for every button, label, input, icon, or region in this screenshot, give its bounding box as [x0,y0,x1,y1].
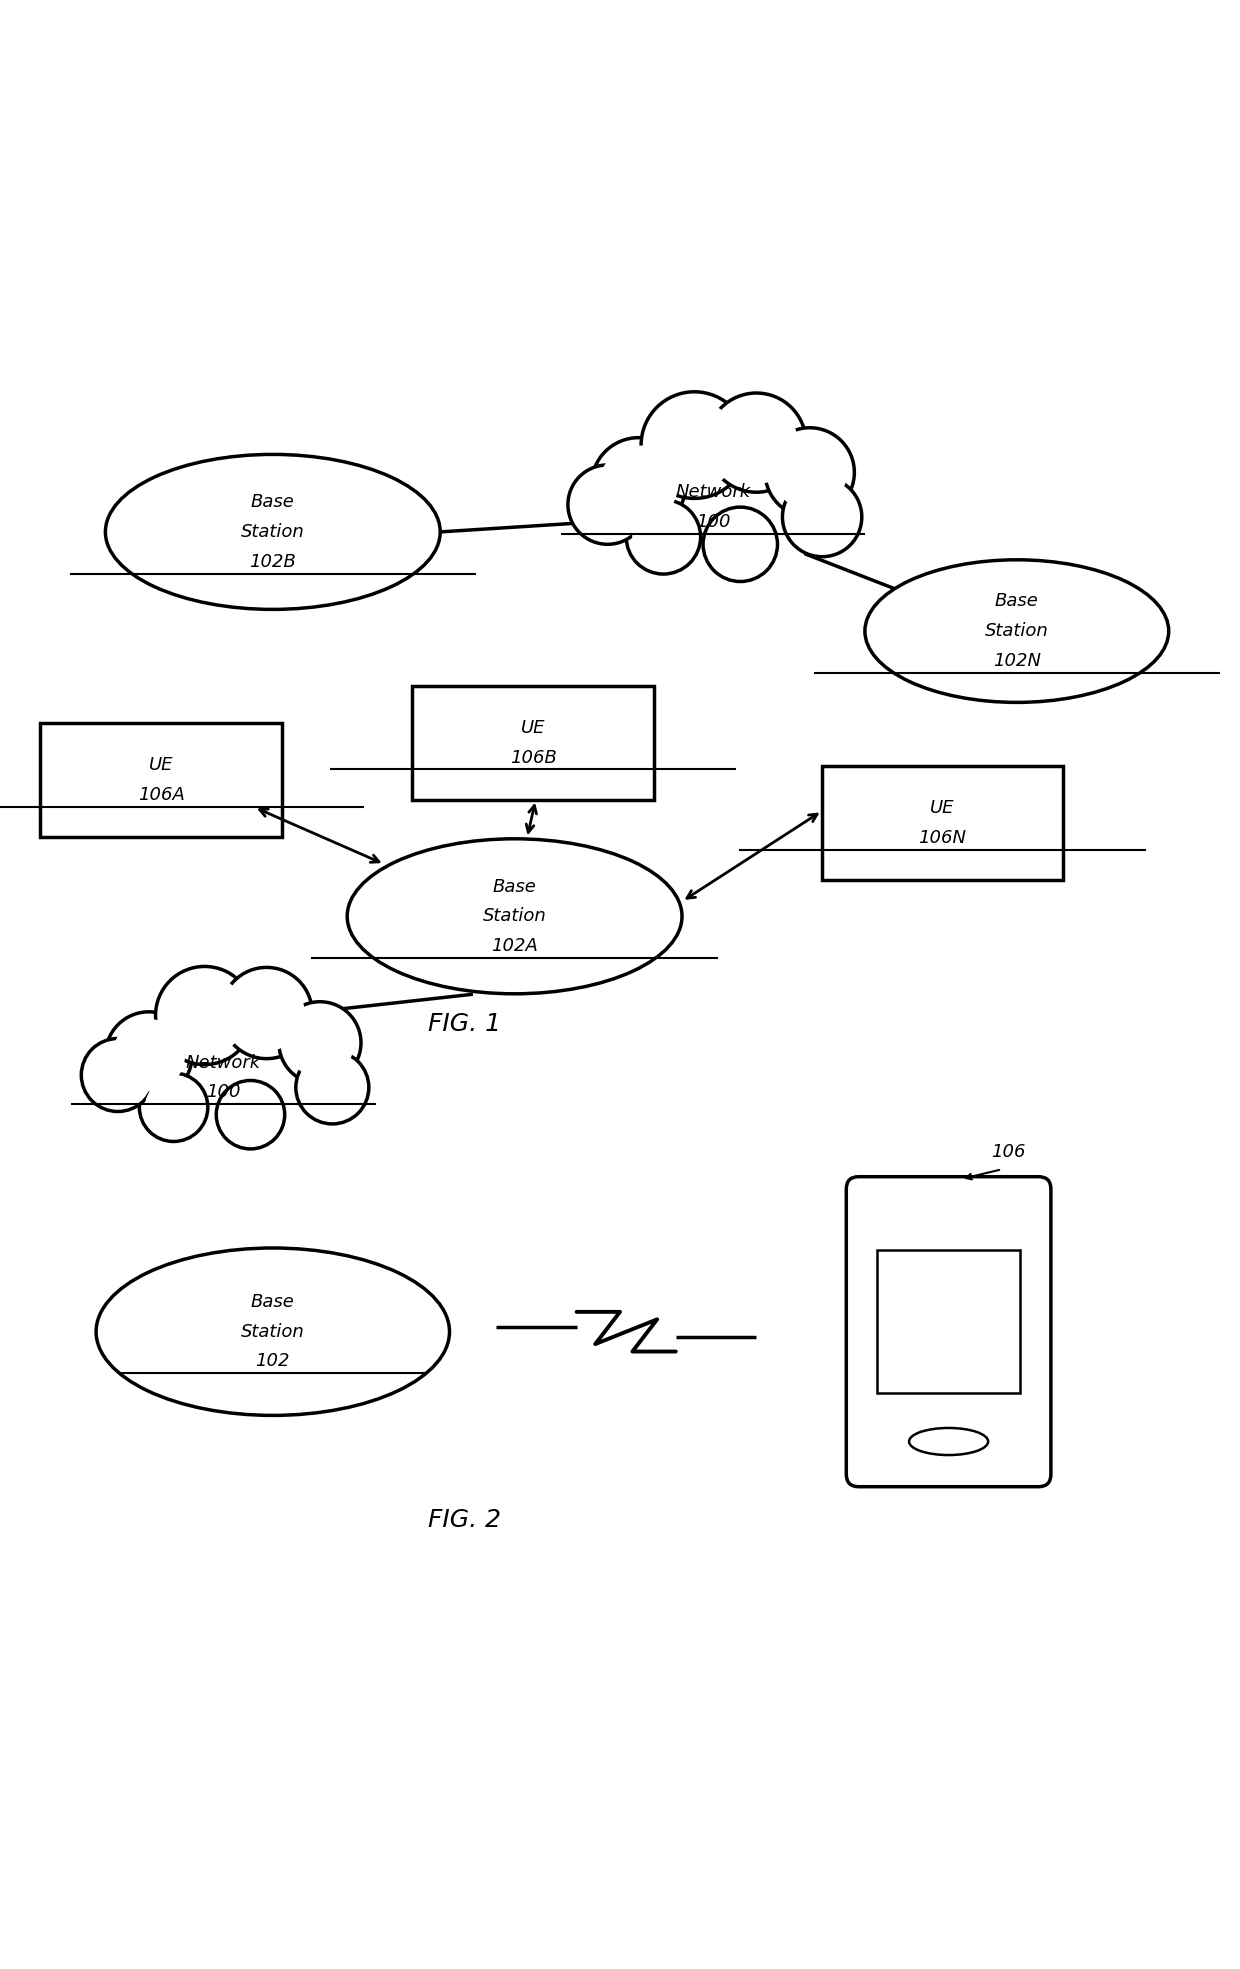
FancyBboxPatch shape [40,723,283,837]
Circle shape [632,506,694,567]
Circle shape [105,1012,192,1099]
Circle shape [279,1002,361,1083]
FancyBboxPatch shape [412,685,655,799]
Text: UE: UE [930,799,955,817]
Circle shape [139,1073,208,1142]
Circle shape [216,1081,285,1150]
Circle shape [221,967,312,1059]
Text: FIG. 2: FIG. 2 [429,1508,501,1532]
Text: Base: Base [250,492,295,512]
Text: Base: Base [994,593,1039,610]
Circle shape [155,967,254,1065]
Circle shape [651,402,738,488]
Circle shape [703,508,777,581]
Circle shape [765,427,854,518]
Ellipse shape [97,1248,449,1416]
FancyBboxPatch shape [878,1250,1019,1392]
Circle shape [286,1008,353,1077]
Text: Station: Station [482,908,547,925]
Circle shape [82,1038,154,1112]
Circle shape [113,1020,185,1091]
Text: 106: 106 [991,1142,1025,1162]
Circle shape [600,447,677,524]
FancyBboxPatch shape [821,766,1063,880]
Circle shape [222,1087,279,1142]
Circle shape [641,392,748,498]
Circle shape [782,476,862,557]
FancyBboxPatch shape [846,1177,1050,1487]
Circle shape [105,1012,192,1099]
Text: Base: Base [250,1294,295,1311]
Text: 100: 100 [206,1083,241,1101]
Text: 100: 100 [696,514,730,532]
Circle shape [221,967,312,1059]
Text: 106B: 106B [510,748,557,766]
Text: Base: Base [492,878,537,896]
Circle shape [155,967,254,1065]
Text: 106N: 106N [919,829,966,847]
Circle shape [591,437,686,532]
Circle shape [296,1051,368,1124]
Circle shape [229,975,304,1049]
Circle shape [591,437,686,532]
Circle shape [709,514,771,575]
Circle shape [707,394,806,492]
Text: 102A: 102A [491,937,538,955]
Circle shape [88,1046,148,1105]
Text: UE: UE [149,756,174,774]
Circle shape [139,1073,208,1142]
Circle shape [790,484,854,549]
Ellipse shape [105,455,440,608]
Circle shape [82,1038,154,1112]
Text: Network: Network [186,1053,260,1071]
Text: 106A: 106A [138,786,185,803]
Circle shape [703,508,777,581]
Text: Network: Network [676,482,750,502]
Circle shape [782,476,862,557]
Text: Station: Station [985,622,1049,640]
Circle shape [296,1051,368,1124]
Ellipse shape [909,1428,988,1455]
Text: FIG. 1: FIG. 1 [429,1012,501,1036]
Text: Station: Station [241,524,305,541]
Text: 102N: 102N [993,652,1040,669]
Circle shape [568,465,647,543]
Circle shape [216,1081,285,1150]
Circle shape [765,427,854,518]
Circle shape [575,473,640,538]
Ellipse shape [866,559,1168,703]
Text: Station: Station [241,1323,305,1341]
Circle shape [145,1079,202,1136]
Text: 102B: 102B [249,553,296,571]
Circle shape [165,975,244,1055]
Ellipse shape [347,839,682,994]
Circle shape [641,392,748,498]
Circle shape [707,394,806,492]
Text: UE: UE [521,719,546,736]
Text: 102: 102 [255,1353,290,1370]
Circle shape [773,435,847,508]
Circle shape [715,402,797,482]
Circle shape [303,1057,362,1116]
Circle shape [626,500,701,575]
Circle shape [626,500,701,575]
Circle shape [568,465,647,543]
Circle shape [279,1002,361,1083]
